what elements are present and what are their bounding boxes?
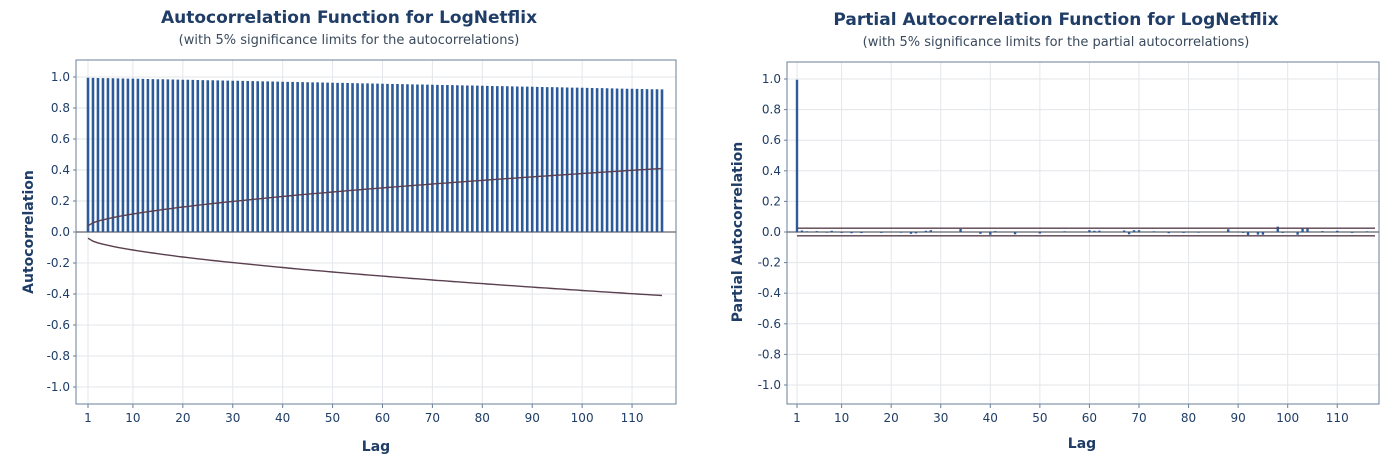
acf-chart: Autocorrelation Function for LogNetflix … <box>21 8 677 455</box>
pacf-x-tick-label: 20 <box>884 411 899 425</box>
acf-y-tick-label: 0.2 <box>51 194 70 208</box>
acf-y-tick-label: 1.0 <box>51 70 70 84</box>
acf-y-tick-label: 0.8 <box>51 101 70 115</box>
pacf-subtitle: (with 5% significance limits for the par… <box>863 35 1250 50</box>
pacf-x-tick-label: 40 <box>983 411 998 425</box>
acf-y-tick-label: 0.0 <box>51 225 70 239</box>
acf-x-tick-label: 60 <box>375 411 390 425</box>
acf-upper-limit-line <box>87 167 663 227</box>
acf-y-tick-label: 0.4 <box>51 163 70 177</box>
pacf-x-axis-label: Lag <box>1068 436 1096 452</box>
acf-y-tick-label: -0.2 <box>47 256 70 270</box>
acf-x-tick-labels: 1 10 20 30 40 50 60 70 80 90 100 110 <box>84 404 644 425</box>
pacf-y-tick-label: -0.2 <box>758 256 781 270</box>
pacf-x-tick-label: 70 <box>1131 411 1146 425</box>
acf-x-tick-label: 10 <box>125 411 140 425</box>
acf-subtitle: (with 5% significance limits for the aut… <box>179 33 520 48</box>
acf-x-tick-label: 110 <box>621 411 644 425</box>
acf-x-tick-label: 70 <box>425 411 440 425</box>
pacf-x-tick-labels: 1 10 20 30 40 50 60 70 80 90 100 110 <box>793 404 1349 425</box>
pacf-y-tick-label: 0.8 <box>762 103 781 117</box>
pacf-x-tick-label: 50 <box>1032 411 1047 425</box>
pacf-y-tick-label: -0.8 <box>758 347 781 361</box>
acf-x-tick-label: 100 <box>571 411 594 425</box>
acf-x-tick-label: 80 <box>475 411 490 425</box>
acf-y-tick-labels: 1.0 0.8 0.6 0.4 0.2 0.0 -0.2 -0.4 -0.6 -0.8 -1.0 <box>47 70 76 394</box>
pacf-x-tick-label: 1 <box>793 411 801 425</box>
pacf-y-tick-label: 0.4 <box>762 164 781 178</box>
acf-significance-limits <box>87 167 663 297</box>
pacf-x-tick-label: 90 <box>1230 411 1245 425</box>
acf-bars <box>86 77 664 232</box>
pacf-x-tick-label: 80 <box>1181 411 1196 425</box>
pacf-chart: Partial Autocorrelation Function for Log… <box>730 10 1380 452</box>
acf-x-tick-label: 30 <box>225 411 240 425</box>
acf-x-tick-label: 1 <box>84 411 92 425</box>
acf-x-tick-label: 90 <box>525 411 540 425</box>
pacf-x-tick-label: 10 <box>834 411 849 425</box>
pacf-y-tick-label: 0.2 <box>762 194 781 208</box>
pacf-x-tick-label: 100 <box>1276 411 1299 425</box>
acf-y-axis-label: Autocorrelation <box>21 170 37 294</box>
pacf-plot-frame <box>786 61 1380 405</box>
pacf-x-tick-label: 30 <box>933 411 948 425</box>
acf-y-tick-label: -0.6 <box>47 318 70 332</box>
pacf-y-tick-label: 0.6 <box>762 133 781 147</box>
acf-y-tick-label: -0.4 <box>47 287 70 301</box>
pacf-significance-limits <box>797 227 1375 237</box>
pacf-y-tick-label: -1.0 <box>758 378 781 392</box>
acf-x-axis-label: Lag <box>362 439 390 455</box>
pacf-y-tick-label: 0.0 <box>762 225 781 239</box>
acf-x-tick-label: 40 <box>275 411 290 425</box>
pacf-y-tick-labels: 1.0 0.8 0.6 0.4 0.2 0.0 -0.2 -0.4 -0.6 -0.8 -1.0 <box>758 72 787 392</box>
pacf-y-tick-label: -0.4 <box>758 286 781 300</box>
pacf-y-tick-label: -0.6 <box>758 317 781 331</box>
acf-title: Autocorrelation Function for LogNetflix <box>161 8 537 28</box>
pacf-y-tick-label: 1.0 <box>762 72 781 86</box>
pacf-x-tick-label: 60 <box>1082 411 1097 425</box>
acf-y-tick-label: -1.0 <box>47 380 70 394</box>
pacf-gridlines <box>787 62 1379 404</box>
acf-y-tick-label: -0.8 <box>47 349 70 363</box>
pacf-x-tick-label: 110 <box>1326 411 1349 425</box>
acf-lower-limit-line <box>87 237 663 297</box>
pacf-title: Partial Autocorrelation Function for Log… <box>833 10 1278 30</box>
pacf-bars <box>795 79 1369 236</box>
pacf-y-axis-label: Partial Autocorrelation <box>730 142 746 323</box>
acf-x-tick-label: 50 <box>325 411 340 425</box>
acf-x-tick-label: 20 <box>175 411 190 425</box>
acf-y-tick-label: 0.6 <box>51 132 70 146</box>
